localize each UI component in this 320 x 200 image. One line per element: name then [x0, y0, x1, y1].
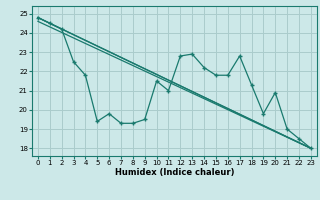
X-axis label: Humidex (Indice chaleur): Humidex (Indice chaleur) — [115, 168, 234, 177]
